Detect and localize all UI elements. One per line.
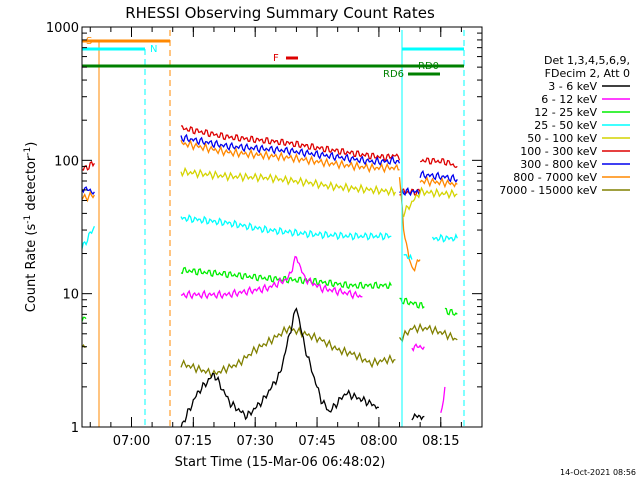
series-line-25-50-kev-1 [180,213,392,241]
x-tick-label: 07:15 [175,434,212,449]
flag-markers: S N F RD0 RD6 [82,30,465,427]
footer-timestamp: 14-Oct-2021 08:56 [560,468,636,477]
series-line-3-6-kev-0 [180,307,380,427]
chart-title: RHESSI Observing Summary Count Rates [125,4,435,22]
series-line-6-12-kev-0 [180,255,363,300]
flag-label-rd0: RD0 [418,61,439,72]
series-line-7000-15000-kev-2 [398,322,458,343]
legend-label: 6 - 12 keV [541,93,597,106]
series-line-800-7000-kev-3 [419,176,458,189]
flag-label-s: S [86,36,92,47]
legend-label: 7000 - 15000 keV [499,184,597,197]
x-tick-label: 07:00 [113,434,150,449]
legend: Det 1,3,4,5,6,9, FDecim 2, Att 0 3 - 6 k… [499,54,630,197]
y-tick-label: 1 [71,421,79,436]
series-line-100-300-kev-3 [420,157,458,169]
x-axis-label: Start Time (15-Mar-06 06:48:02) [175,455,386,470]
series-line-50-100-kev-0 [180,166,396,197]
flag-label-f: F [273,53,279,64]
series-line-7000-15000-kev-1 [180,324,396,379]
series-line-50-100-kev-1 [402,186,458,218]
x-tick-label: 07:30 [236,434,273,449]
legend-label: 100 - 300 keV [520,145,597,158]
y-tick-label: 1000 [46,21,79,36]
plot-lines [82,125,458,427]
series-line-12-25-kev-2 [399,297,425,309]
series-line-100-300-kev-0 [82,160,95,171]
series-group [82,125,458,427]
x-tick-label: 07:45 [298,434,335,449]
legend-label: 25 - 50 keV [534,119,597,132]
plot-frame [81,26,483,428]
y-tick-label: 10 [62,288,79,303]
x-tick-label: 08:15 [422,434,459,449]
series-line-12-25-kev-0 [82,316,87,323]
y-axis-label: Count Rate (s-1 detector-1) [23,142,39,313]
y-tick-label: 100 [54,154,79,169]
plot-axes: 1 10 100 1000 07:00 07:15 07:30 07:45 08:00 08:15 [46,21,483,449]
x-tick-label: 08:00 [360,434,397,449]
series-line-300-800-kev-2 [399,186,421,197]
legend-label: 800 - 7000 keV [513,171,597,184]
series-line-800-7000-kev-2 [398,177,421,272]
series-line-3-6-kev-1 [411,412,425,421]
series-line-25-50-kev-3 [431,232,458,243]
flag-label-rd6: RD6 [383,69,404,80]
legend-header-2: FDecim 2, Att 0 [545,67,630,80]
series-line-100-300-kev-1 [180,125,401,161]
series-line-12-25-kev-3 [444,307,458,316]
legend-label: 300 - 800 keV [520,158,597,171]
legend-label: 50 - 100 keV [527,132,597,145]
series-line-25-50-kev-0 [82,226,95,249]
legend-header-1: Det 1,3,4,5,6,9, [544,54,630,67]
series-line-25-50-kev-2 [403,253,413,260]
series-line-800-7000-kev-1 [180,139,400,174]
series-line-300-800-kev-1 [180,133,401,167]
legend-label: 12 - 25 keV [534,106,597,119]
series-line-300-800-kev-3 [419,169,458,183]
series-line-800-7000-kev-0 [82,190,95,203]
series-line-6-12-kev-2 [440,386,446,413]
legend-label: 3 - 6 keV [548,80,597,93]
flag-label-n: N [150,44,157,55]
series-line-6-12-kev-1 [411,343,425,352]
